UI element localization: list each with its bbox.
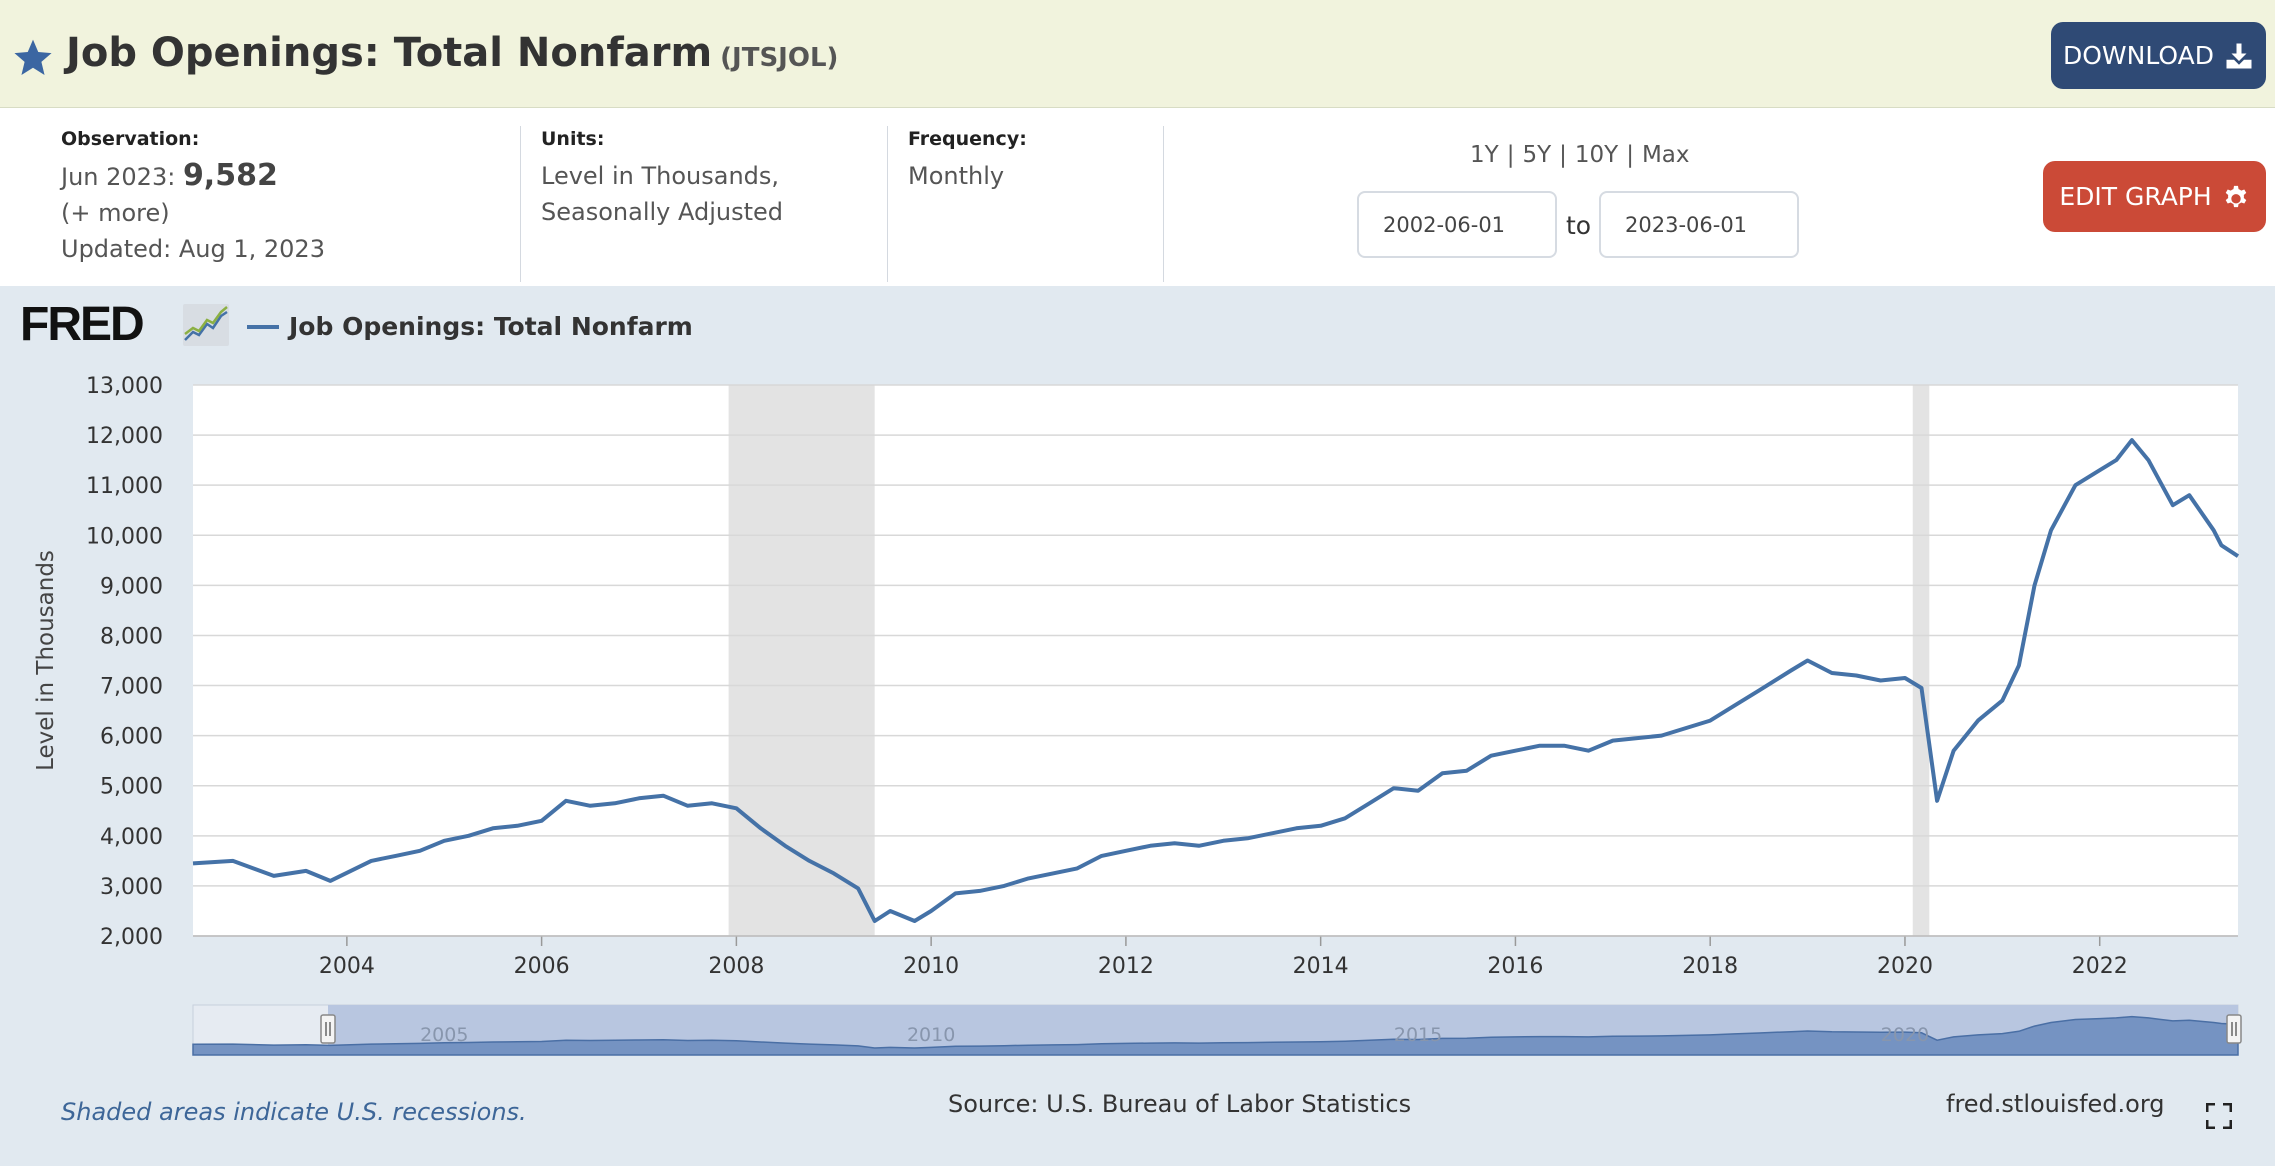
- y-tick-label: 11,000: [86, 474, 163, 499]
- source-text[interactable]: Source: U.S. Bureau of Labor Statistics: [948, 1090, 1412, 1118]
- edit-graph-label: EDIT GRAPH: [2059, 182, 2212, 211]
- range-10y[interactable]: 10Y: [1574, 142, 1619, 168]
- units-line-2: Seasonally Adjusted: [541, 198, 784, 226]
- frequency-block: Frequency: Monthly: [908, 128, 1027, 194]
- x-tick-label: 2006: [514, 954, 570, 979]
- recession-band: [1912, 385, 1930, 936]
- y-tick-label: 9,000: [100, 574, 163, 599]
- recession-note: Shaded areas indicate U.S. recessions.: [61, 1098, 527, 1126]
- download-icon: [2226, 43, 2252, 68]
- series-title: Job Openings: Total Nonfarm: [66, 30, 713, 76]
- series-line: [192, 438, 2240, 923]
- frequency-label: Frequency:: [908, 128, 1027, 150]
- star-icon[interactable]: [12, 37, 54, 79]
- plot-area: [193, 385, 2238, 936]
- gear-icon: [2225, 185, 2246, 207]
- fred-logo[interactable]: FRED: [20, 298, 145, 351]
- end-date-input[interactable]: 2023-06-01: [1599, 191, 1799, 258]
- divider: [887, 126, 888, 282]
- navigator-series: [192, 1015, 2239, 1056]
- x-tick-label: 2016: [1487, 954, 1543, 979]
- divider: [520, 126, 521, 282]
- site-link[interactable]: fred.stlouisfed.org: [1946, 1090, 2165, 1118]
- range-1y[interactable]: 1Y: [1470, 142, 1499, 168]
- line-chart[interactable]: 2,000 3,000 4,000 5,000 6,000 7,000 8,000 9,000…: [0, 360, 2275, 1060]
- observation-date: Jun 2023:: [61, 163, 176, 191]
- x-tick-label: 2020: [1877, 954, 1933, 979]
- legend-label: Job Openings: Total Nonfarm: [289, 312, 693, 341]
- series-metadata: Observation: Jun 2023: 9,582 (+ more) Up…: [0, 108, 2275, 286]
- y-tick-label: 10,000: [86, 524, 163, 549]
- units-block: Units: Level in Thousands, Seasonally Ad…: [541, 128, 783, 230]
- x-tick-label: 2004: [319, 954, 375, 979]
- x-tick-label: 2012: [1098, 954, 1154, 979]
- units-line-1: Level in Thousands,: [541, 162, 780, 190]
- x-tick-label: 2008: [708, 954, 764, 979]
- download-button[interactable]: DOWNLOAD: [2051, 22, 2266, 89]
- start-date-input[interactable]: 2002-06-01: [1357, 191, 1557, 258]
- more-link[interactable]: (+ more): [61, 199, 170, 227]
- divider: [1163, 126, 1164, 282]
- legend-swatch: [247, 325, 279, 329]
- x-tick-label: 2010: [903, 954, 959, 979]
- y-tick-label: 13,000: [86, 374, 163, 399]
- fullscreen-icon[interactable]: [2206, 1103, 2232, 1129]
- y-tick-label: 6,000: [100, 725, 163, 750]
- page-title: Job Openings: Total Nonfarm (JTSJOL): [66, 30, 838, 76]
- range-5y[interactable]: 5Y: [1522, 142, 1552, 168]
- recession-band: [728, 385, 875, 936]
- y-tick-label: 2,000: [100, 925, 163, 950]
- x-tick-label: 2018: [1682, 954, 1738, 979]
- x-tick-label: 2022: [2072, 954, 2128, 979]
- x-tick-label: 2014: [1293, 954, 1349, 979]
- navigator-label: 2005: [420, 1024, 468, 1046]
- navigator-label: 2010: [907, 1024, 955, 1046]
- navigator-left-handle[interactable]: [320, 1014, 336, 1044]
- range-max[interactable]: Max: [1641, 142, 1690, 168]
- navigator-right-handle[interactable]: [2226, 1014, 2242, 1044]
- y-tick-label: 8,000: [100, 624, 163, 649]
- fred-chart-icon: [183, 304, 229, 346]
- units-label: Units:: [541, 128, 605, 150]
- edit-graph-button[interactable]: EDIT GRAPH: [2043, 161, 2266, 232]
- navigator-label: 2015: [1394, 1024, 1442, 1046]
- range-selector: 1Y | 5Y | 10Y | Max: [1470, 142, 1690, 168]
- observation-block: Observation: Jun 2023: 9,582 (+ more) Up…: [61, 128, 325, 267]
- y-tick-label: 7,000: [100, 675, 163, 700]
- series-id: (JTSJOL): [720, 43, 839, 73]
- navigator-label: 2020: [1881, 1024, 1929, 1046]
- y-axis-title: Level in Thousands: [33, 550, 59, 771]
- title-bar: Job Openings: Total Nonfarm (JTSJOL) DOWN…: [0, 0, 2275, 108]
- observation-label: Observation:: [61, 128, 200, 150]
- to-label: to: [1566, 211, 1592, 240]
- download-label: DOWNLOAD: [2063, 41, 2214, 70]
- observation-value: 9,582: [182, 158, 278, 193]
- y-tick-label: 5,000: [100, 775, 163, 800]
- frequency-value: Monthly: [908, 162, 1005, 190]
- y-tick-label: 4,000: [100, 825, 163, 850]
- y-tick-label: 12,000: [86, 424, 163, 449]
- y-tick-label: 3,000: [100, 875, 163, 900]
- updated-date: Updated: Aug 1, 2023: [61, 235, 325, 263]
